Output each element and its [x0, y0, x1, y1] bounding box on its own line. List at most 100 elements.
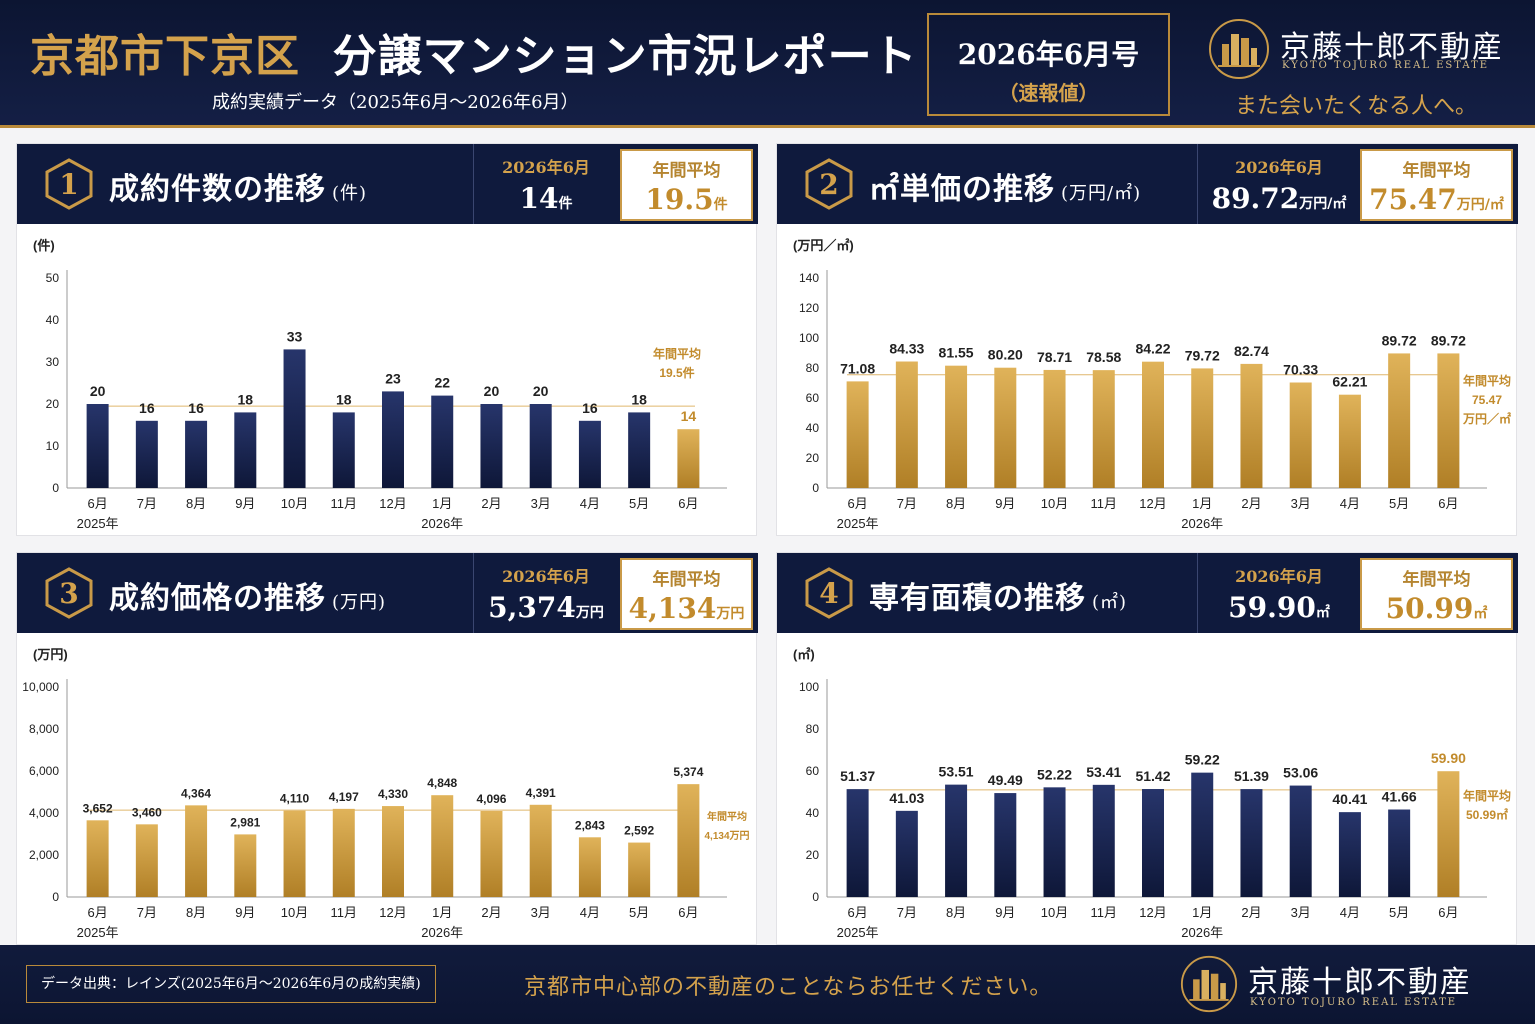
y-tick-label: 80: [806, 361, 820, 375]
data-label: 16: [582, 400, 598, 416]
y-tick-label: 20: [806, 451, 820, 465]
bar: [1289, 785, 1312, 897]
x-tick-label: 12月: [379, 496, 406, 511]
x-tick-label: 3月: [531, 905, 551, 920]
x-tick-label: 7月: [137, 496, 157, 511]
panel-contract-price: 3 成約価格の推移 (万円) 2026年6月 5,374万円 年間平均 4,134万円…: [16, 552, 758, 945]
bar: [1289, 382, 1312, 488]
data-label: 70.33: [1283, 362, 1318, 378]
data-label: 59.22: [1185, 752, 1220, 768]
y-tick-label: 100: [799, 331, 819, 345]
data-label: 22: [434, 375, 450, 391]
bar: [1092, 784, 1115, 897]
bar: [628, 412, 651, 488]
x-tick-label: 3月: [1291, 905, 1311, 920]
x-tick-label: 2月: [1241, 905, 1261, 920]
brand-name-en: KYOTO TOJURO REAL ESTATE: [1282, 60, 1490, 71]
x-tick-label: 6月: [1438, 905, 1458, 920]
issue-label: 2026年6月号: [957, 38, 1140, 71]
average-label: 年間平均: [1463, 788, 1511, 803]
x-tick-label: 5月: [629, 905, 649, 920]
data-label: 4,848: [427, 776, 457, 790]
data-label: 80.20: [988, 347, 1023, 363]
panel-number: 1: [59, 168, 78, 201]
bar: [283, 349, 306, 488]
x-tick-label: 5月: [1389, 496, 1409, 511]
bar: [185, 805, 208, 897]
bar: [1191, 772, 1214, 897]
data-label: 78.71: [1037, 349, 1072, 365]
bar: [431, 395, 454, 488]
bar: [382, 806, 404, 897]
data-label: 20: [533, 383, 549, 399]
x-tick-label: 10月: [1041, 905, 1068, 920]
bar: [529, 804, 552, 897]
data-label: 3,652: [83, 801, 113, 815]
x-tick-label: 11月: [1091, 905, 1118, 920]
chart-contract-price: (万円) 0 2,000 4,000 6,000 8,000 10,000 3,652 6月 3,…: [22, 647, 749, 940]
x-tick-label: 2月: [481, 905, 501, 920]
bar: [1240, 789, 1263, 897]
footer-tagline: 京都市中心部の不動産のことならお任せください。: [524, 975, 1053, 1000]
average-label: 19.5件: [659, 365, 694, 380]
x-tick-label: 12月: [1139, 905, 1166, 920]
y-tick-label: 4,000: [29, 806, 59, 820]
year-label: 2026年: [1181, 516, 1223, 531]
data-label: 51.39: [1234, 768, 1269, 784]
bar: [283, 810, 306, 897]
y-tick-label: 50: [46, 271, 60, 285]
x-tick-label: 3月: [1291, 496, 1311, 511]
bar: [846, 789, 869, 897]
bar: [1437, 353, 1460, 488]
bar: [994, 367, 1017, 488]
y-tick-label: 10,000: [22, 680, 59, 694]
y-tick-label: 40: [46, 313, 60, 327]
average-label: 75.47: [1472, 393, 1502, 407]
x-tick-label: 4月: [580, 496, 600, 511]
data-label: 41.66: [1382, 789, 1417, 805]
x-tick-label: 11月: [331, 496, 358, 511]
kpi-current: 2026年6月 59.90㎡: [1197, 553, 1360, 633]
bar: [185, 420, 208, 488]
footer-brand-en: KYOTO TOJURO REAL ESTATE: [1250, 997, 1458, 1008]
issue-note: （速報値）: [998, 81, 1099, 105]
bar: [480, 810, 503, 897]
y-tick-label: 80: [806, 722, 820, 736]
y-axis-label: (万円／㎡): [793, 238, 854, 253]
bar: [994, 793, 1017, 897]
panel-number: 2: [819, 168, 838, 201]
brand-name: 京藤十郎不動産: [1280, 30, 1504, 65]
x-tick-label: 5月: [629, 496, 649, 511]
bar: [1437, 771, 1460, 897]
panel-header: 1 成約件数の推移 (件) 2026年6月 14件 年間平均 19.5件: [17, 144, 758, 224]
data-label: 89.72: [1382, 332, 1417, 348]
bar: [529, 404, 552, 488]
data-label: 49.49: [988, 772, 1023, 788]
x-tick-label: 7月: [897, 496, 917, 511]
y-tick-label: 10: [46, 439, 60, 453]
x-tick-label: 12月: [1139, 496, 1166, 511]
data-label: 2,843: [575, 818, 605, 832]
hexagon-number-icon: 2: [805, 158, 853, 210]
y-tick-label: 60: [806, 764, 820, 778]
bar: [1092, 370, 1115, 488]
data-label: 89.72: [1431, 332, 1466, 348]
average-label: 年間平均: [653, 346, 701, 361]
panel-header: 4 専有面積の推移 (㎡) 2026年6月 59.90㎡ 年間平均 50.99㎡: [777, 553, 1518, 633]
bar: [945, 784, 968, 897]
footer-brand-logo: 京藤十郎不動産 KYOTO TOJURO REAL ESTATE: [1180, 955, 1500, 1015]
x-tick-label: 6月: [847, 496, 867, 511]
panel-contract-count: 1 成約件数の推移 (件) 2026年6月 14件 年間平均 19.5件 (件) 0 10…: [16, 143, 758, 536]
data-label: 16: [139, 400, 155, 416]
panel-title: 専有面積の推移 (㎡): [869, 581, 1128, 616]
bar: [1338, 812, 1361, 897]
year-label: 2026年: [421, 925, 463, 940]
bar: [86, 820, 109, 897]
y-axis-label: (㎡): [793, 647, 815, 662]
x-tick-label: 8月: [946, 905, 966, 920]
kpi-current: 2026年6月 89.72万円/㎡: [1197, 144, 1360, 224]
x-tick-label: 7月: [897, 905, 917, 920]
x-tick-label: 1月: [1192, 496, 1212, 511]
chart-unit-price: (万円／㎡) 0 20 40 60 80 100 120 140 71.08 6月 84.33 7月 81…: [793, 238, 1511, 531]
